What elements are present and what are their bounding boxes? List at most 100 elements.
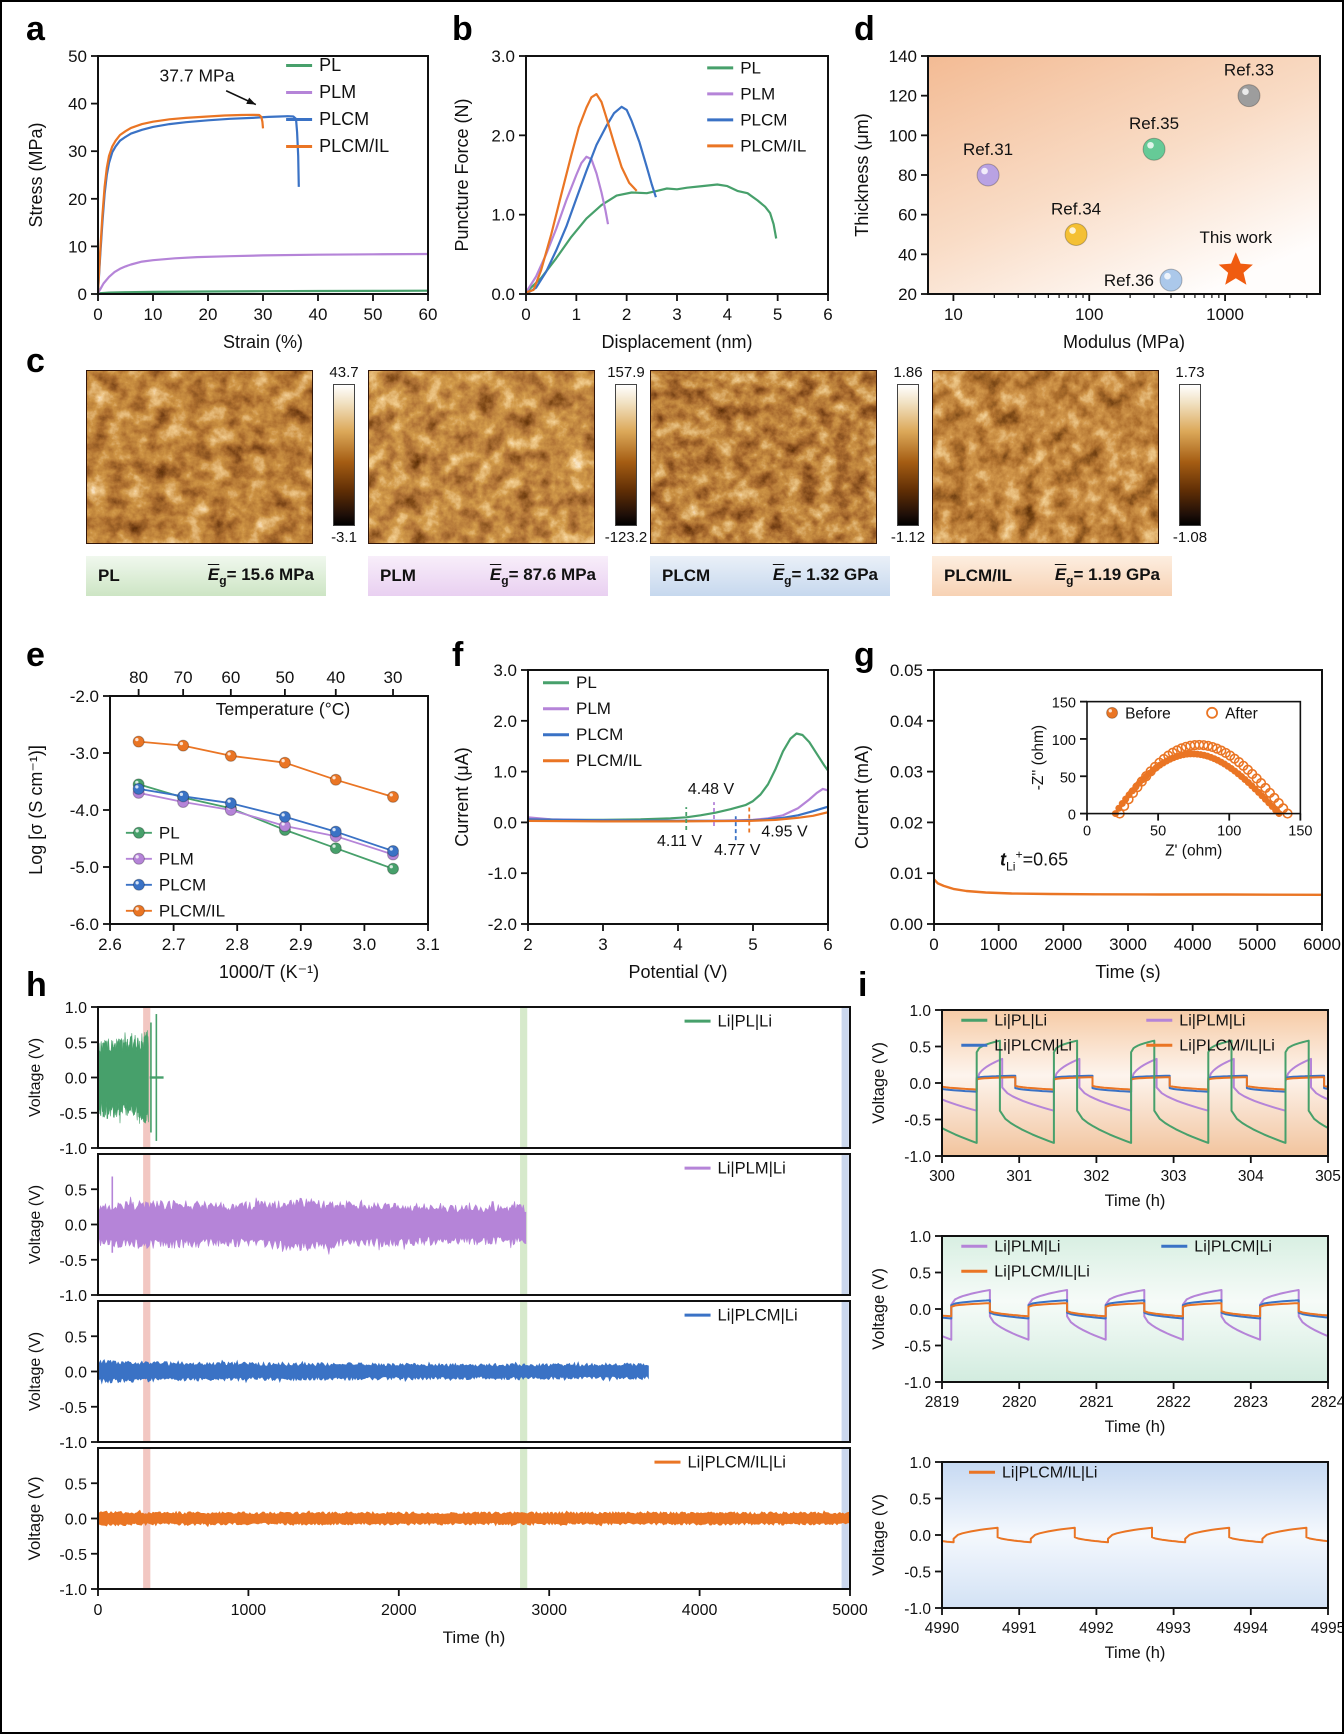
legend-label: PL <box>319 55 341 75</box>
afm-image-plm <box>368 370 595 544</box>
svg-text:0.5: 0.5 <box>65 1035 87 1052</box>
x-axis-label: Displacement (nm) <box>601 332 752 352</box>
series-area <box>528 732 828 823</box>
legend-label: PL <box>576 673 597 692</box>
svg-text:40: 40 <box>68 95 87 114</box>
svg-text:80: 80 <box>129 668 148 687</box>
x-axis-label: Modulus (MPa) <box>1063 332 1185 352</box>
colorbar-gradient <box>333 384 355 526</box>
modulus-value: Eg= 1.19 GPa <box>1054 564 1160 588</box>
svg-text:2: 2 <box>523 935 532 954</box>
afm-group-plcm: 1.86 -1.12 <box>650 364 940 560</box>
x-axis-label: Time (h) <box>443 1628 506 1647</box>
svg-text:5: 5 <box>773 305 782 324</box>
svg-text:0: 0 <box>1083 824 1091 840</box>
svg-text:1.0: 1.0 <box>909 1229 931 1246</box>
svg-text:-1.0: -1.0 <box>488 864 517 883</box>
svg-text:10: 10 <box>68 237 87 256</box>
svg-text:-0.5: -0.5 <box>59 1106 87 1123</box>
series-area <box>98 1154 849 1295</box>
svg-text:-1.0: -1.0 <box>904 1601 931 1618</box>
chart-cycling-li-plm-li: 0.5 0.0 -0.5 -1.0 Voltage (V) Li|PLM|Li <box>27 1153 851 1305</box>
svg-text:0: 0 <box>521 305 530 324</box>
y-axis-label: Voltage (V) <box>870 1494 888 1576</box>
svg-text:-0.5: -0.5 <box>904 1565 931 1582</box>
svg-text:2.6: 2.6 <box>98 935 122 954</box>
svg-text:2.7: 2.7 <box>162 935 186 954</box>
svg-text:40: 40 <box>898 245 917 264</box>
series-area <box>98 1448 850 1589</box>
svg-text:-3.0: -3.0 <box>70 744 99 763</box>
svg-text:6: 6 <box>823 305 832 324</box>
svg-text:20: 20 <box>898 285 917 304</box>
x-axis-label: Time (h) <box>1105 1192 1166 1210</box>
svg-text:-1.0: -1.0 <box>904 1149 931 1166</box>
colorbar-plcm-il: 1.73 -1.08 <box>1161 364 1219 546</box>
legend-label: Li|PLM|Li <box>994 1239 1060 1256</box>
panel-letter-c: c <box>26 342 45 380</box>
legend-label: After <box>1225 705 1258 722</box>
svg-text:-5.0: -5.0 <box>70 858 99 877</box>
svg-text:0.02: 0.02 <box>890 813 923 832</box>
svg-text:0.5: 0.5 <box>909 1492 931 1509</box>
svg-text:4: 4 <box>723 305 732 324</box>
svg-text:3: 3 <box>598 935 607 954</box>
svg-text:0.00: 0.00 <box>890 915 923 934</box>
colorbar-plm: 157.9 -123.2 <box>597 364 655 546</box>
legend-label: PLM <box>319 82 356 102</box>
svg-text:1000: 1000 <box>1206 305 1244 324</box>
legend-label: PLM <box>576 699 611 718</box>
y-axis-label: Thickness (μm) <box>852 113 872 236</box>
svg-text:2823: 2823 <box>1234 1394 1268 1411</box>
svg-text:2.9: 2.9 <box>289 935 313 954</box>
svg-text:0.0: 0.0 <box>909 1528 931 1545</box>
y-axis-label: Voltage (V) <box>27 1185 44 1264</box>
svg-text:60: 60 <box>898 206 917 225</box>
svg-text:2822: 2822 <box>1156 1394 1190 1411</box>
legend-label: Li|PLM|Li <box>718 1160 786 1178</box>
legend-label: PL <box>159 823 180 842</box>
colorbar-min: -1.08 <box>1172 529 1208 546</box>
y-axis-label: Voltage (V) <box>27 1332 44 1411</box>
svg-text:-1.0: -1.0 <box>59 1141 87 1158</box>
svg-text:5000: 5000 <box>1238 935 1276 954</box>
svg-text:100: 100 <box>1075 305 1103 324</box>
chart-cycling-li-plcm-li: 0.5 0.0 -0.5 -1.0 Voltage (V) Li|PLCM|Li <box>27 1300 851 1452</box>
legend-label: Li|PLM|Li <box>1179 1013 1245 1030</box>
svg-text:tLi+=0.65: tLi+=0.65 <box>1000 848 1068 874</box>
svg-text:0: 0 <box>78 285 87 304</box>
x-axis-label: Time (h) <box>1105 1418 1166 1436</box>
chart-cycling-li-pl-li: 1.0 0.5 0.0 -0.5 -1.0 Voltage (V) Li|PL|Li <box>27 1000 851 1158</box>
y-axis-label: Puncture Force (N) <box>452 98 472 251</box>
series-area <box>98 113 428 294</box>
svg-text:-1.0: -1.0 <box>59 1435 87 1452</box>
svg-text:0.5: 0.5 <box>65 1182 87 1199</box>
y-axis-label: Current (mA) <box>852 745 872 849</box>
svg-text:4990: 4990 <box>925 1620 960 1637</box>
panel-letter-b: b <box>452 10 473 48</box>
colorbar-max: 157.9 <box>607 364 645 381</box>
svg-text:0.01: 0.01 <box>890 864 923 883</box>
legend-label: Li|PLCM/IL|Li <box>687 1454 785 1472</box>
afm-label-plm: PLM Eg= 87.6 MPa <box>368 556 608 596</box>
colorbar-min: -3.1 <box>331 529 357 546</box>
afm-image-pl <box>86 370 313 544</box>
colorbar-max: 1.86 <box>893 364 923 381</box>
svg-text:1.0: 1.0 <box>909 1455 931 1472</box>
legend-label: Li|PLCM/IL|Li <box>1179 1038 1274 1055</box>
svg-text:0.0: 0.0 <box>909 1076 931 1093</box>
svg-text:304: 304 <box>1238 1168 1264 1185</box>
svg-text:Ref.35: Ref.35 <box>1129 114 1179 133</box>
svg-text:40: 40 <box>326 668 345 687</box>
annotation: 4.77 V <box>714 842 761 859</box>
svg-text:4000: 4000 <box>682 1602 718 1619</box>
colorbar-min: -123.2 <box>604 529 648 546</box>
x-axis-label: Z' (ohm) <box>1165 843 1222 860</box>
legend-label: Li|PLCM/IL|Li <box>1002 1465 1097 1482</box>
svg-text:2.8: 2.8 <box>225 935 249 954</box>
afm-label-pl: PL Eg= 15.6 MPa <box>86 556 326 596</box>
svg-text:2000: 2000 <box>381 1602 417 1619</box>
afm-image-plcm <box>650 370 877 544</box>
svg-text:-0.5: -0.5 <box>59 1253 87 1270</box>
svg-text:3000: 3000 <box>531 1602 567 1619</box>
